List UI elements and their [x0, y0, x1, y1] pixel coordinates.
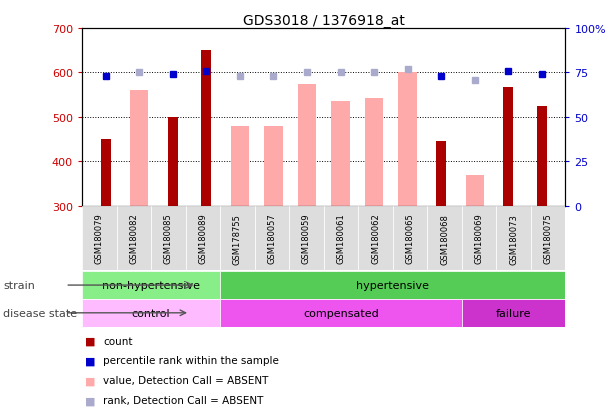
- Bar: [82, 299, 220, 327]
- Text: GSM180068: GSM180068: [440, 213, 449, 264]
- Text: GSM180079: GSM180079: [95, 213, 104, 264]
- Text: GSM180062: GSM180062: [371, 213, 380, 264]
- Text: GSM180073: GSM180073: [509, 213, 518, 264]
- Bar: [462, 299, 565, 327]
- Text: failure: failure: [496, 308, 531, 318]
- Text: GSM180065: GSM180065: [406, 213, 415, 264]
- Bar: [398, 74, 417, 206]
- Bar: [531, 206, 565, 271]
- Text: GSM180059: GSM180059: [302, 213, 311, 264]
- Bar: [503, 88, 513, 206]
- Bar: [220, 206, 255, 271]
- Bar: [466, 176, 484, 206]
- Text: GSM180057: GSM180057: [268, 213, 277, 264]
- Text: strain: strain: [3, 280, 35, 290]
- Title: GDS3018 / 1376918_at: GDS3018 / 1376918_at: [243, 14, 405, 28]
- Bar: [298, 84, 316, 206]
- Bar: [82, 206, 117, 271]
- Text: ■: ■: [85, 356, 95, 366]
- Bar: [220, 299, 462, 327]
- Bar: [100, 140, 111, 206]
- Text: control: control: [132, 308, 170, 318]
- Text: value, Detection Call = ABSENT: value, Detection Call = ABSENT: [103, 375, 269, 385]
- Bar: [462, 206, 496, 271]
- Text: GSM180061: GSM180061: [336, 213, 345, 264]
- Text: count: count: [103, 336, 133, 346]
- Text: ■: ■: [85, 395, 95, 405]
- Bar: [496, 206, 531, 271]
- Text: GSM180069: GSM180069: [475, 213, 483, 264]
- Text: hypertensive: hypertensive: [356, 280, 429, 290]
- Text: ■: ■: [85, 375, 95, 385]
- Bar: [168, 118, 178, 206]
- Text: GSM178755: GSM178755: [233, 213, 242, 264]
- Text: ■: ■: [85, 336, 95, 346]
- Bar: [130, 91, 148, 206]
- Text: GSM180089: GSM180089: [198, 213, 207, 264]
- Bar: [331, 101, 350, 206]
- Bar: [537, 107, 547, 206]
- Bar: [151, 206, 185, 271]
- Bar: [264, 127, 283, 206]
- Bar: [436, 141, 446, 206]
- Bar: [427, 206, 462, 271]
- Text: GSM180075: GSM180075: [544, 213, 553, 264]
- Text: non-hypertensive: non-hypertensive: [102, 280, 200, 290]
- Text: percentile rank within the sample: percentile rank within the sample: [103, 356, 279, 366]
- Bar: [323, 206, 358, 271]
- Bar: [230, 127, 249, 206]
- Bar: [117, 206, 151, 271]
- Bar: [365, 99, 383, 206]
- Bar: [82, 271, 220, 299]
- Text: GSM180082: GSM180082: [130, 213, 139, 264]
- Text: GSM180085: GSM180085: [164, 213, 173, 264]
- Bar: [185, 206, 220, 271]
- Bar: [393, 206, 427, 271]
- Bar: [220, 271, 565, 299]
- Bar: [289, 206, 324, 271]
- Bar: [358, 206, 393, 271]
- Text: compensated: compensated: [303, 308, 379, 318]
- Text: rank, Detection Call = ABSENT: rank, Detection Call = ABSENT: [103, 395, 264, 405]
- Text: disease state: disease state: [3, 308, 77, 318]
- Bar: [201, 51, 212, 206]
- Bar: [255, 206, 289, 271]
